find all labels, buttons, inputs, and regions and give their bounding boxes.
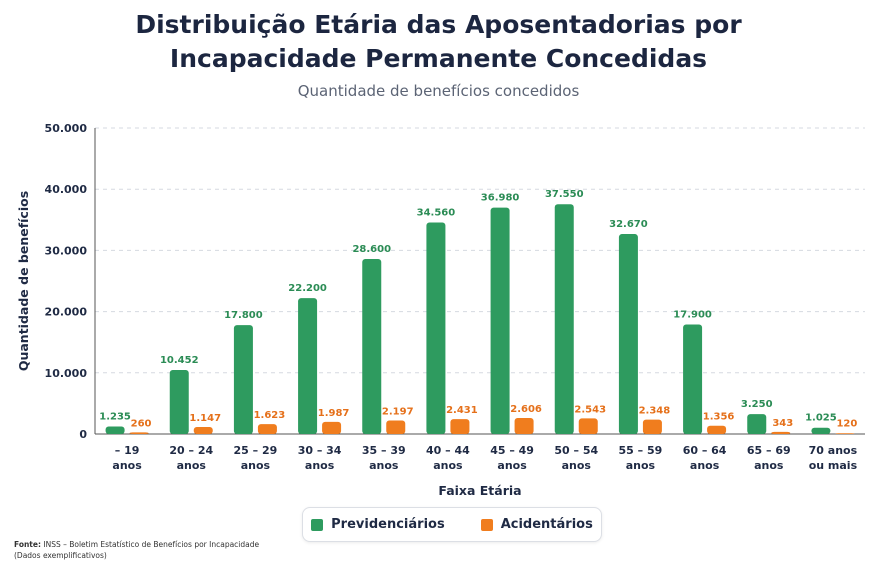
- x-axis-label: Faixa Etária: [438, 483, 521, 498]
- data-label-previdenciarios: 37.550: [545, 189, 584, 200]
- bar-previdenciarios: [747, 414, 767, 434]
- bar-chart: 0 10.000 20.000 30.000 40.000 50.000 Quantidad…: [16, 122, 865, 498]
- y-tick-label: 10.000: [45, 367, 88, 380]
- data-label-acidentarios: 2.606: [510, 404, 542, 415]
- x-tick-label: anos: [754, 459, 784, 472]
- data-label-previdenciarios: 22.200: [288, 283, 327, 294]
- bar-previdenciarios: [298, 298, 318, 434]
- x-tick-label: anos: [241, 459, 271, 472]
- data-label-acidentarios: 120: [836, 419, 857, 430]
- bar-previdenciarios: [426, 222, 446, 434]
- bar-acidentarios: [514, 418, 534, 434]
- x-tick-label: 40 – 44: [426, 444, 470, 457]
- x-tick-label: anos: [562, 459, 592, 472]
- x-tick-label: anos: [305, 459, 335, 472]
- data-label-previdenciarios: 32.670: [609, 219, 648, 230]
- legend-swatch-acidentarios: [480, 518, 493, 531]
- y-tick-label: 20.000: [45, 306, 88, 319]
- x-tick-label: – 19: [115, 444, 140, 457]
- x-tick-label: anos: [433, 459, 463, 472]
- data-label-previdenciarios: 17.800: [224, 310, 263, 321]
- data-label-acidentarios: 343: [772, 418, 793, 429]
- x-tick-label: 55 – 59: [619, 444, 663, 457]
- x-tick-label: anos: [369, 459, 399, 472]
- bar-acidentarios: [707, 425, 727, 434]
- bar-acidentarios: [450, 419, 470, 434]
- bar-acidentarios: [322, 421, 342, 434]
- data-label-acidentarios: 1.356: [703, 412, 735, 423]
- bar-acidentarios: [129, 432, 149, 434]
- data-label-previdenciarios: 34.560: [417, 207, 456, 218]
- bar-acidentarios: [835, 433, 855, 434]
- bar-previdenciarios: [105, 426, 125, 434]
- bar-acidentarios: [193, 426, 213, 434]
- bar-previdenciarios: [169, 370, 189, 434]
- x-tick-label: 60 – 64: [683, 444, 727, 457]
- x-tick-label: 30 – 34: [298, 444, 342, 457]
- bar-acidentarios: [578, 418, 598, 434]
- x-tick-label: 65 – 69: [747, 444, 791, 457]
- chart-title-line-1: Distribuição Etária das Aposentadorias p…: [135, 10, 742, 39]
- data-label-previdenciarios: 17.900: [673, 309, 712, 320]
- y-tick-label: 30.000: [45, 244, 88, 257]
- data-label-acidentarios: 260: [131, 418, 152, 429]
- bar-previdenciarios: [811, 427, 831, 434]
- source-text: INSS – Boletim Estatístico de Benefícios…: [43, 540, 260, 549]
- data-label-acidentarios: 1.147: [189, 413, 221, 424]
- bar-previdenciarios: [618, 234, 638, 434]
- bar-previdenciarios: [490, 207, 510, 434]
- x-tick-label: 25 – 29: [234, 444, 278, 457]
- data-label-acidentarios: 2.197: [382, 407, 414, 418]
- bar-previdenciarios: [233, 325, 253, 434]
- legend-label-acidentarios: Acidentários: [500, 517, 593, 532]
- y-tick-label: 50.000: [45, 122, 88, 135]
- source-note: Fonte: INSS – Boletim Estatístico de Ben…: [14, 539, 314, 561]
- data-label-previdenciarios: 1.235: [99, 411, 131, 422]
- data-label-previdenciarios: 1.025: [805, 413, 837, 424]
- data-label-acidentarios: 1.623: [254, 410, 286, 421]
- data-label-acidentarios: 2.348: [639, 406, 671, 417]
- x-tick-label: 45 – 49: [490, 444, 534, 457]
- x-tick-label: anos: [497, 459, 527, 472]
- bar-previdenciarios: [554, 204, 574, 434]
- legend-swatch-previdenciarios: [311, 518, 324, 531]
- source-label: Fonte:: [14, 540, 41, 549]
- data-label-previdenciarios: 10.452: [160, 355, 199, 366]
- bar-acidentarios: [771, 431, 791, 434]
- data-label-previdenciarios: 36.980: [481, 193, 520, 204]
- bar-acidentarios: [386, 420, 406, 434]
- legend-label-previdenciarios: Previdenciários: [331, 517, 445, 532]
- data-label-previdenciarios: 28.600: [352, 244, 391, 255]
- x-tick-label: ou mais: [809, 459, 858, 472]
- data-label-acidentarios: 2.543: [574, 404, 606, 415]
- x-tick-label: anos: [177, 459, 207, 472]
- data-label-acidentarios: 1.987: [318, 408, 350, 419]
- x-tick-label: anos: [626, 459, 656, 472]
- x-tick-label: 20 – 24: [169, 444, 213, 457]
- x-tick-label: 70 anos: [809, 444, 858, 457]
- chart-subtitle: Quantidade de benefícios concedidos: [297, 82, 580, 100]
- data-label-acidentarios: 2.431: [446, 405, 478, 416]
- x-tick-label: 50 – 54: [554, 444, 598, 457]
- y-axis-label: Quantidade de benefícios: [16, 191, 31, 371]
- bar-previdenciarios: [362, 258, 382, 434]
- y-tick-label: 40.000: [45, 183, 88, 196]
- bar-previdenciarios: [683, 324, 703, 434]
- legend-item-previdenciarios: Previdenciários: [311, 517, 445, 532]
- chart-title: Distribuição Etária das Aposentadorias p…: [0, 8, 877, 76]
- bar-acidentarios: [642, 419, 662, 434]
- x-tick-label: 35 – 39: [362, 444, 406, 457]
- x-tick-label: anos: [112, 459, 142, 472]
- x-tick-label: anos: [690, 459, 720, 472]
- bar-acidentarios: [257, 424, 277, 434]
- legend-item-acidentarios: Acidentários: [480, 517, 593, 532]
- y-tick-label: 0: [79, 428, 87, 441]
- chart-title-line-2: Incapacidade Permanente Concedidas: [169, 44, 708, 73]
- source-disclaimer: (Dados exemplificativos): [14, 551, 107, 560]
- data-label-previdenciarios: 3.250: [741, 399, 773, 410]
- chart-legend: Previdenciários Acidentários: [302, 507, 602, 542]
